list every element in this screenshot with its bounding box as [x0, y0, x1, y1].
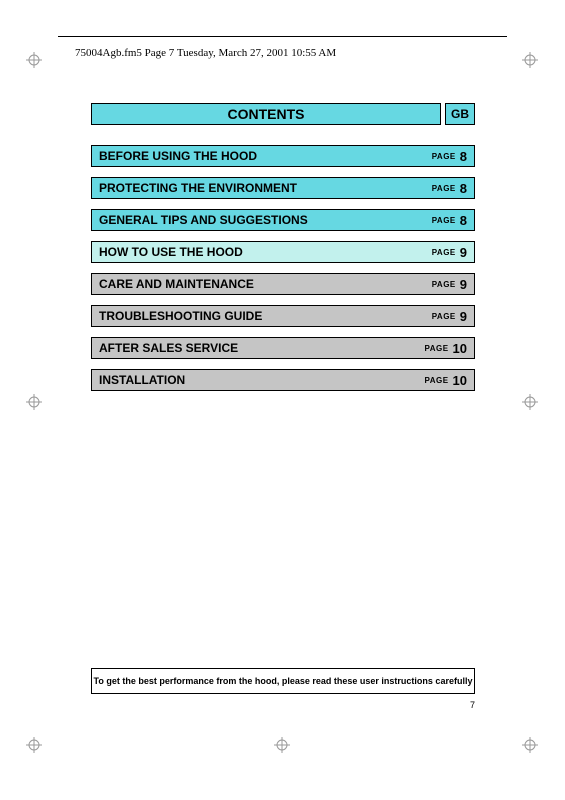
- toc-page-number: 10: [453, 373, 467, 388]
- toc-page-word: PAGE: [432, 184, 456, 193]
- toc-row-label: AFTER SALES SERVICE: [99, 341, 424, 355]
- header-top-rule: [58, 36, 507, 37]
- toc-row: TROUBLESHOOTING GUIDEPAGE 9: [91, 305, 475, 327]
- contents-title-box: CONTENTS: [91, 103, 441, 125]
- toc-row: BEFORE USING THE HOODPAGE 8: [91, 145, 475, 167]
- toc-page-word: PAGE: [424, 376, 448, 385]
- registration-mark-icon: [522, 737, 538, 753]
- toc-page-number: 8: [460, 213, 467, 228]
- toc-page-number: 8: [460, 149, 467, 164]
- toc-page-number: 9: [460, 277, 467, 292]
- registration-mark-icon: [26, 394, 42, 410]
- toc-page-number: 9: [460, 245, 467, 260]
- registration-mark-icon: [26, 737, 42, 753]
- toc-row: PROTECTING THE ENVIRONMENTPAGE 8: [91, 177, 475, 199]
- toc-row: CARE AND MAINTENANCEPAGE 9: [91, 273, 475, 295]
- registration-mark-icon: [522, 394, 538, 410]
- language-badge: GB: [445, 103, 475, 125]
- toc-page-word: PAGE: [432, 216, 456, 225]
- toc-row: GENERAL TIPS AND SUGGESTIONSPAGE 8: [91, 209, 475, 231]
- toc-page-number: 10: [453, 341, 467, 356]
- toc-row-label: HOW TO USE THE HOOD: [99, 245, 432, 259]
- contents-area: CONTENTS GB BEFORE USING THE HOODPAGE8PR…: [91, 103, 475, 401]
- page-number: 7: [91, 700, 475, 710]
- toc-page-word: PAGE: [432, 152, 456, 161]
- toc-list: BEFORE USING THE HOODPAGE8PROTECTING THE…: [91, 145, 475, 391]
- registration-mark-icon: [26, 52, 42, 68]
- header-meta-line: 75004Agb.fm5 Page 7 Tuesday, March 27, 2…: [75, 47, 336, 59]
- toc-row: INSTALLATIONPAGE 10: [91, 369, 475, 391]
- toc-row-label: TROUBLESHOOTING GUIDE: [99, 309, 432, 323]
- language-badge-text: GB: [451, 107, 469, 121]
- registration-mark-icon: [522, 52, 538, 68]
- footer-instruction-box: To get the best performance from the hoo…: [91, 668, 475, 694]
- contents-title-text: CONTENTS: [228, 106, 305, 122]
- toc-row-label: INSTALLATION: [99, 373, 424, 387]
- title-row: CONTENTS GB: [91, 103, 475, 125]
- toc-row: AFTER SALES SERVICEPAGE 10: [91, 337, 475, 359]
- footer-instruction-text: To get the best performance from the hoo…: [94, 676, 473, 686]
- toc-page-number: 9: [460, 309, 467, 324]
- toc-row-label: BEFORE USING THE HOOD: [99, 149, 432, 163]
- toc-row-label: CARE AND MAINTENANCE: [99, 277, 432, 291]
- toc-row-label: PROTECTING THE ENVIRONMENT: [99, 181, 432, 195]
- toc-page-word: PAGE: [432, 280, 456, 289]
- toc-page-word: PAGE: [432, 312, 456, 321]
- toc-page-number: 8: [460, 181, 467, 196]
- toc-row: HOW TO USE THE HOODPAGE 9: [91, 241, 475, 263]
- toc-page-word: PAGE: [432, 248, 456, 257]
- toc-page-word: PAGE: [424, 344, 448, 353]
- toc-row-label: GENERAL TIPS AND SUGGESTIONS: [99, 213, 432, 227]
- registration-mark-icon: [274, 737, 290, 753]
